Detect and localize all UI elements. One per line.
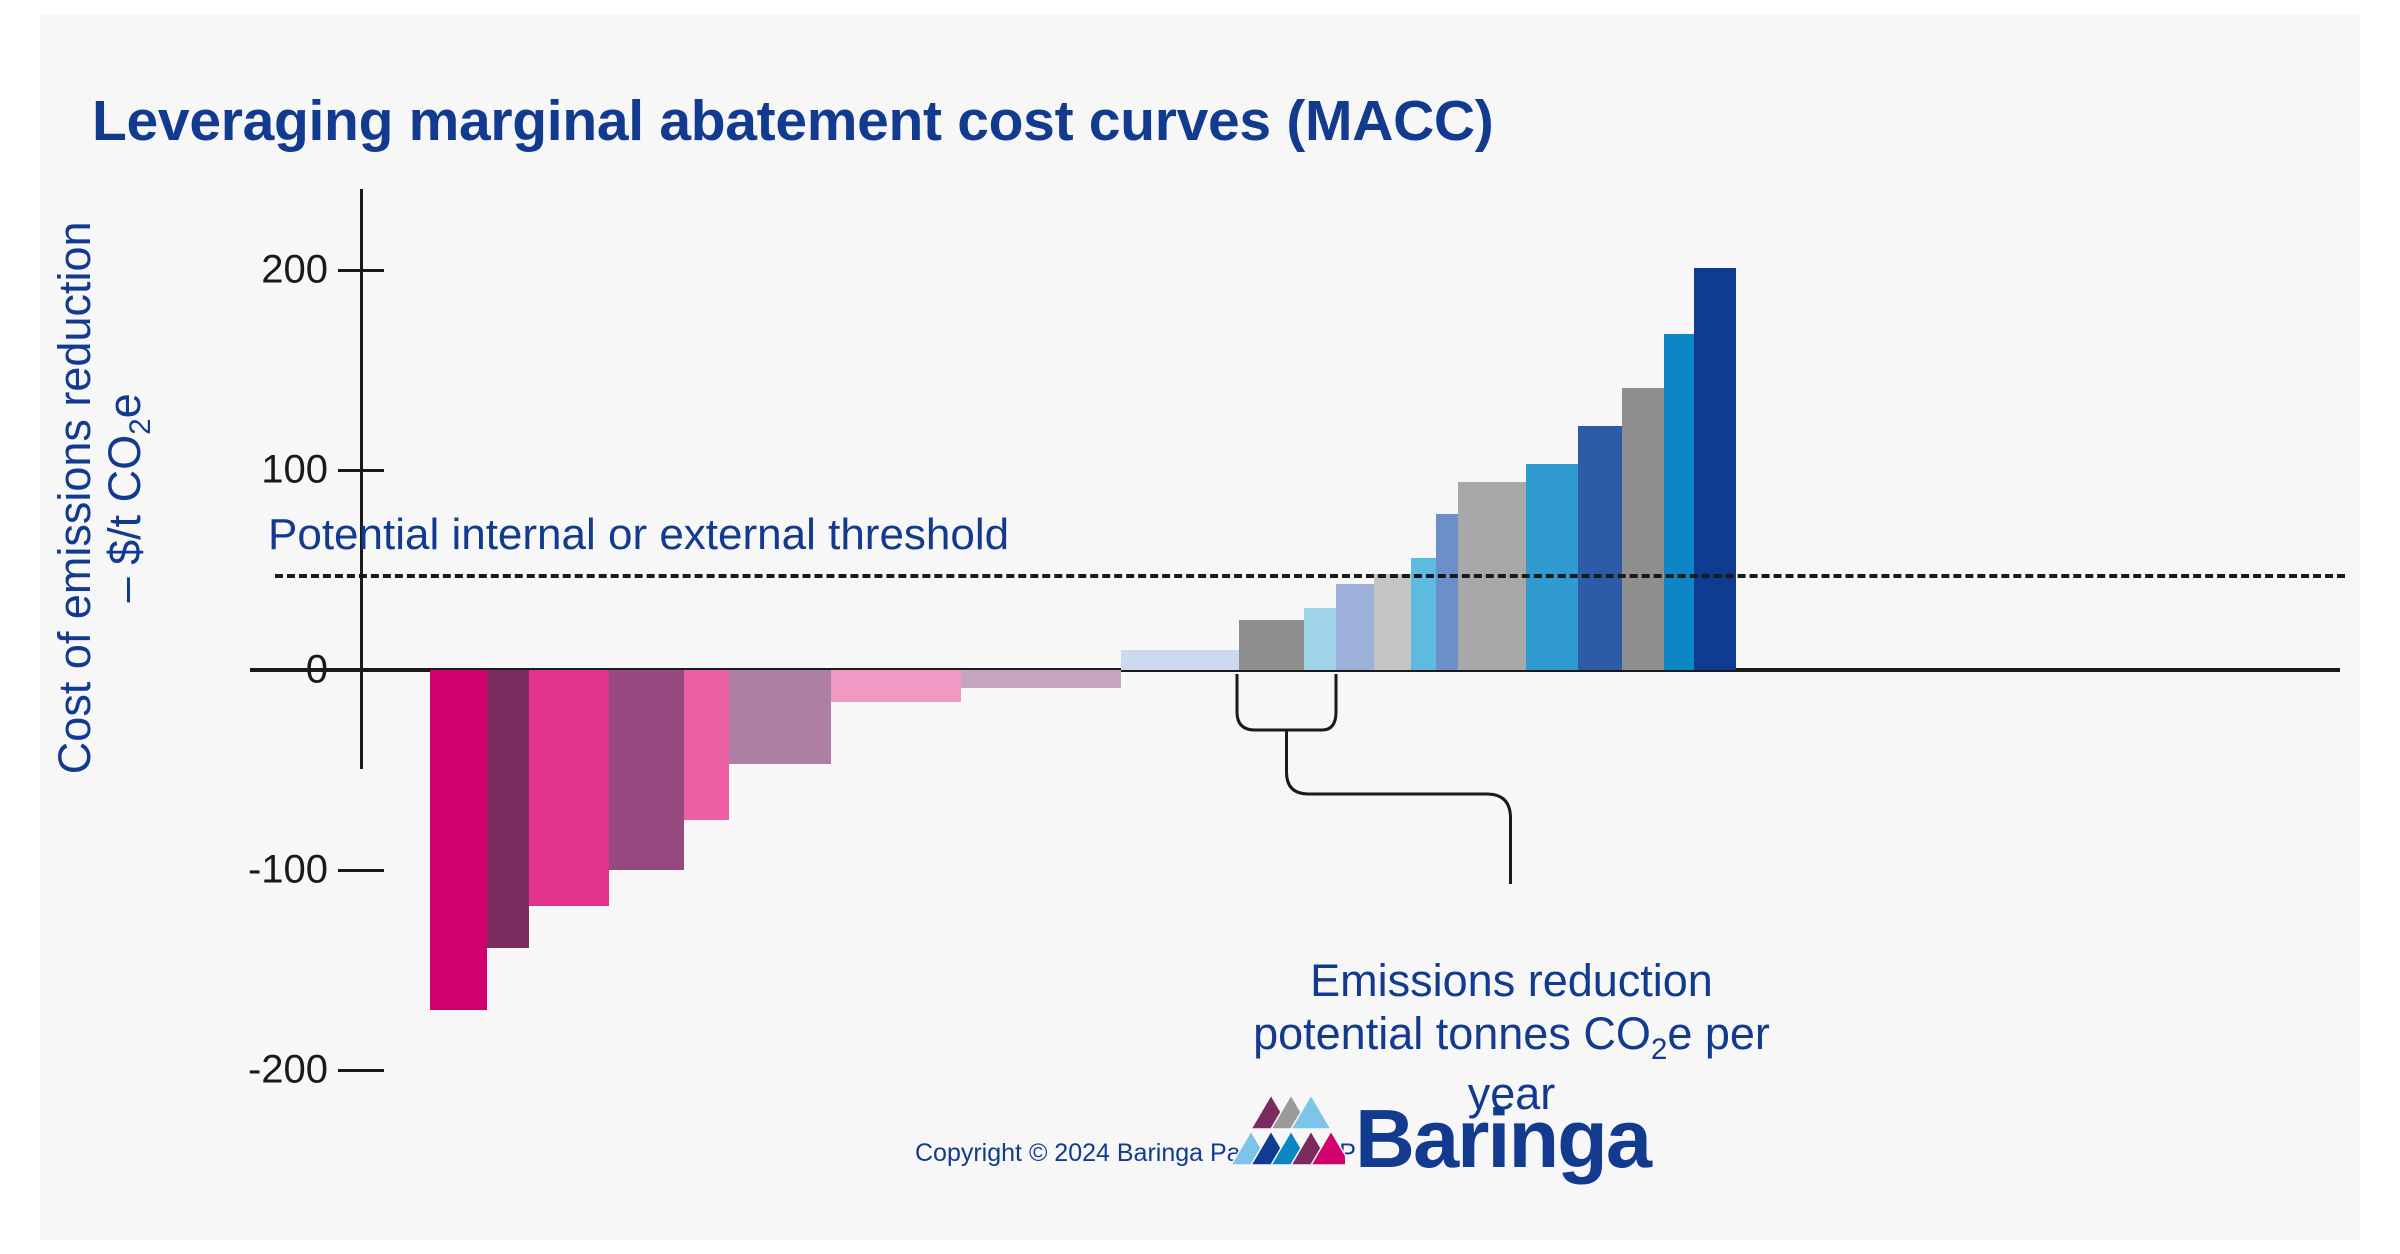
bar (1578, 426, 1622, 670)
y-tick-label: 200 (261, 247, 328, 292)
callout-label: Emissions reduction potential tonnes CO2… (1232, 954, 1792, 1120)
y-tick-mark (338, 1069, 384, 1072)
threshold-label: Potential internal or external threshold (268, 510, 1010, 559)
bar (609, 670, 684, 870)
y-axis-title: Cost of emissions reduction – $/t CO2e (49, 178, 158, 818)
bar (1336, 584, 1374, 670)
bar (1664, 334, 1694, 670)
bar (529, 670, 609, 906)
baringa-wordmark: Baringa (1355, 1092, 1652, 1185)
page-title: Leveraging marginal abatement cost curve… (92, 89, 1494, 154)
callout-brace-icon (1235, 674, 1512, 884)
y-axis-title-line2: – $/t CO2e (99, 393, 158, 603)
bar (961, 670, 1121, 688)
y-axis-title-line1: Cost of emissions reduction (49, 221, 101, 775)
y-tick-label: -200 (247, 1047, 328, 1092)
callout-line2: potential tonnes CO2e per year (1253, 1008, 1770, 1120)
y-tick-mark (338, 869, 384, 872)
bar (487, 670, 529, 948)
y-tick-mark (338, 469, 384, 472)
bar (1304, 608, 1336, 670)
y-tick-label: 0 (305, 647, 328, 692)
y-tick-label: -100 (247, 847, 328, 892)
y-axis-line (360, 189, 363, 769)
callout-line1: Emissions reduction (1310, 955, 1713, 1006)
threshold-line (275, 574, 2345, 578)
bar (1526, 464, 1578, 670)
chart-plot-area: 200 100 0 -100 -200 Cost of emissions reduct… (40, 14, 2360, 1240)
bar (729, 670, 831, 764)
bar (831, 670, 961, 702)
bar (1436, 514, 1458, 670)
y-tick-mark (338, 269, 384, 272)
chart-slide: Leveraging marginal abatement cost curve… (40, 14, 2360, 1240)
bar (430, 670, 487, 1010)
y-tick-mark (338, 669, 384, 672)
bar (1374, 574, 1411, 670)
baringa-logo-mark-icon (1229, 1093, 1345, 1166)
bar (1121, 650, 1239, 670)
zero-baseline (250, 668, 2340, 672)
bar (1239, 620, 1304, 670)
baringa-logo: Baringa (1225, 1089, 1695, 1199)
bar (1622, 388, 1664, 670)
y-tick-label: 100 (261, 447, 328, 492)
bar (1694, 268, 1736, 670)
bar (684, 670, 729, 820)
